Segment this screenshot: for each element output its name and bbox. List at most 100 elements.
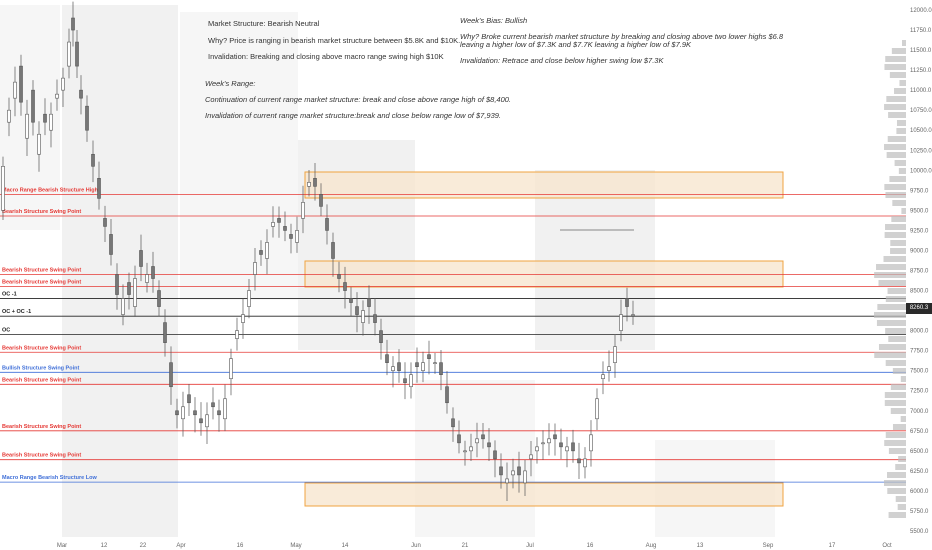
volume-profile-bar	[874, 312, 906, 318]
candle-body	[559, 442, 563, 448]
candle-body	[277, 218, 281, 223]
volume-profile-bar	[886, 96, 906, 102]
candle-body	[163, 322, 167, 343]
candle-body	[391, 366, 395, 371]
volume-profile-bar	[884, 104, 906, 110]
level-label: Bearish Structure Swing Point	[2, 209, 81, 215]
candle-body	[547, 438, 551, 444]
candle-body	[229, 358, 233, 380]
candle-body	[205, 414, 209, 428]
candle-body	[625, 298, 629, 307]
candle-body	[313, 178, 317, 187]
time-tick-label: Aug	[646, 543, 657, 549]
volume-profile-bar	[896, 120, 906, 126]
level-label: Bearish Structure Swing Point	[2, 424, 81, 430]
time-tick-label: May	[290, 543, 301, 549]
candle-body	[61, 77, 65, 91]
volume-profile-bar	[874, 352, 906, 358]
candle-body	[493, 450, 497, 460]
candle-body	[307, 182, 311, 187]
candle-body	[199, 418, 203, 424]
candle-body	[79, 89, 83, 99]
candle-body	[409, 374, 413, 388]
candle-body	[241, 314, 245, 323]
candle-body	[145, 274, 149, 283]
bias-title: Week's Bias: Bullish	[460, 16, 528, 25]
bias-why-2: leaving a higher low of $7.3K and $7.7K …	[460, 40, 691, 49]
volume-profile-bar	[887, 288, 906, 294]
price-tick-label: 7250.0	[910, 389, 929, 395]
candle-body	[469, 446, 473, 452]
candle-body	[295, 230, 299, 243]
time-tick-label: 21	[462, 543, 469, 549]
candle-body	[397, 362, 401, 371]
candle-body	[157, 290, 161, 307]
candle-body	[169, 362, 173, 388]
volume-profile-bar	[884, 440, 906, 446]
price-tick-label: 9500.0	[910, 208, 929, 214]
candle-body	[121, 298, 125, 315]
candle-body	[319, 194, 323, 207]
price-tick-label: 10250.0	[910, 148, 932, 154]
candle-body	[427, 354, 431, 359]
background-band	[62, 5, 178, 550]
level-label: Bearish Structure Swing Point	[2, 453, 81, 459]
level-label: Bearish Structure Swing Point	[2, 268, 81, 274]
volume-profile-bar	[885, 224, 906, 230]
volume-profile-bar	[887, 472, 906, 478]
candle-body	[13, 81, 17, 99]
candle-body	[25, 113, 29, 139]
structure-invalidation: Invalidation: Breaking and closing above…	[208, 52, 444, 61]
volume-profile-bar	[894, 88, 906, 94]
candle-body	[115, 274, 119, 295]
price-tick-label: 11000.0	[910, 88, 932, 94]
candle-body	[367, 298, 371, 307]
candle-body	[49, 113, 53, 131]
candle-body	[337, 274, 341, 279]
candle-body	[511, 470, 515, 476]
background-band	[180, 12, 298, 300]
candle-body	[523, 470, 527, 484]
candle-body	[499, 466, 503, 476]
level-label: Bearish Structure Swing Point	[2, 345, 81, 351]
volume-profile-bar	[884, 392, 906, 398]
volume-profile-bar	[885, 296, 906, 302]
zone-box[interactable]	[304, 482, 784, 507]
volume-profile-bar	[876, 320, 906, 326]
candle-body	[463, 450, 467, 453]
volume-profile-bar	[895, 464, 906, 470]
candle-body	[385, 354, 389, 363]
time-axis[interactable]	[0, 537, 906, 550]
candle-body	[451, 418, 455, 428]
level-label: OC + OC -1	[2, 309, 31, 315]
zone-box[interactable]	[304, 171, 784, 199]
volume-profile-bar	[892, 424, 906, 430]
candle-body	[403, 378, 407, 384]
candle-body	[211, 402, 215, 408]
candle-body	[415, 362, 419, 367]
price-tick-label: 5500.0	[910, 529, 929, 535]
candle-body	[181, 406, 185, 420]
candle-body	[421, 362, 425, 371]
candle-body	[439, 362, 443, 375]
candle-body	[577, 458, 581, 464]
bias-why-1: Why? Broke current bearish market struct…	[460, 32, 784, 41]
range-invalidation: Invalidation of current range market str…	[205, 111, 502, 120]
volume-profile-bar	[884, 184, 906, 190]
volume-profile-bar	[888, 448, 906, 454]
volume-profile-bar	[892, 368, 906, 374]
volume-profile-bar	[876, 264, 906, 270]
zone-box[interactable]	[304, 260, 784, 288]
candle-body	[127, 282, 131, 295]
candle-body	[235, 330, 239, 339]
volume-profile-bar	[884, 400, 906, 406]
structure-why: Why? Price is ranging in bearish market …	[208, 36, 461, 45]
price-axis[interactable]	[906, 0, 932, 550]
price-tick-label: 5750.0	[910, 509, 929, 515]
volume-profile-bar	[900, 376, 906, 382]
price-tick-label: 6750.0	[910, 429, 929, 435]
candle-body	[607, 366, 611, 371]
volume-profile-bar	[885, 328, 906, 334]
